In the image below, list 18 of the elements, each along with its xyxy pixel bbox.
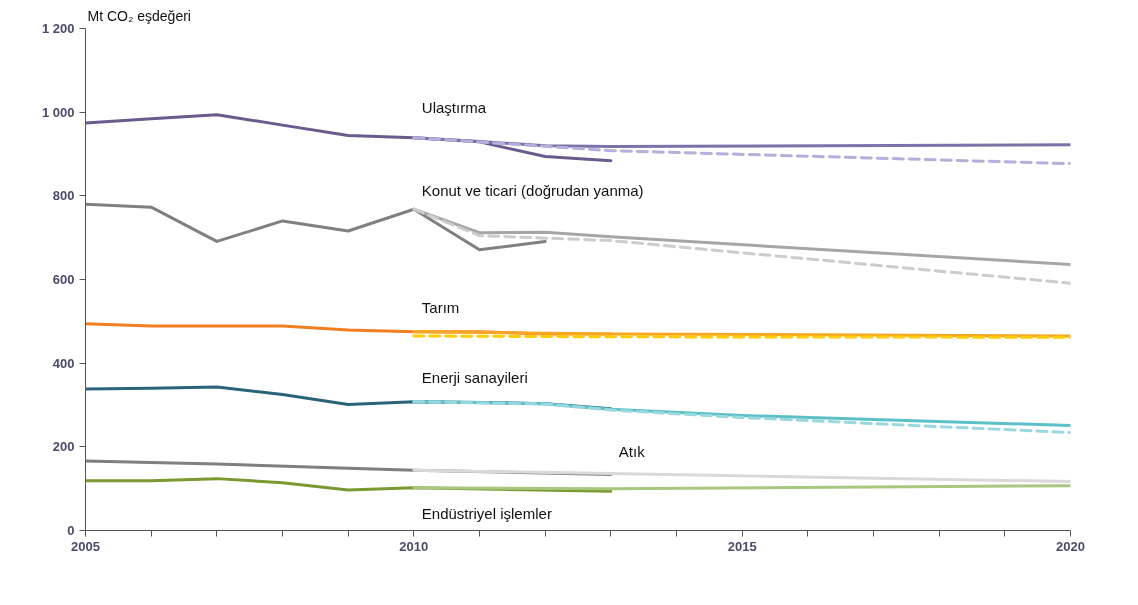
series-label: Tarım [421, 298, 460, 316]
y-tick-label: 1 200 [41, 21, 75, 36]
series-label: Enerji sanayileri [421, 368, 528, 386]
x-tick-label: 2015 [727, 538, 757, 554]
x-tick-label: 2010 [399, 538, 429, 554]
x-tick-label: 2020 [1056, 538, 1085, 554]
y-tick-label: 1 000 [41, 104, 75, 120]
y-tick-label: 0 [67, 523, 75, 538]
y-tick-label: 400 [52, 355, 75, 371]
series-label: Endüstriyel işlemler [421, 504, 552, 522]
y-tick-label: 600 [52, 272, 75, 287]
y-tick-label: 200 [52, 439, 75, 455]
y-axis-title: Mt CO₂ eşdeğeri [87, 7, 191, 24]
series-label: Atık [618, 443, 646, 461]
series-label: Ulaştırma [421, 98, 487, 116]
y-tick-label: 800 [52, 188, 75, 204]
x-tick-label: 2005 [71, 538, 100, 554]
series-label: Konut ve ticari (doğrudan yanma) [421, 182, 644, 200]
